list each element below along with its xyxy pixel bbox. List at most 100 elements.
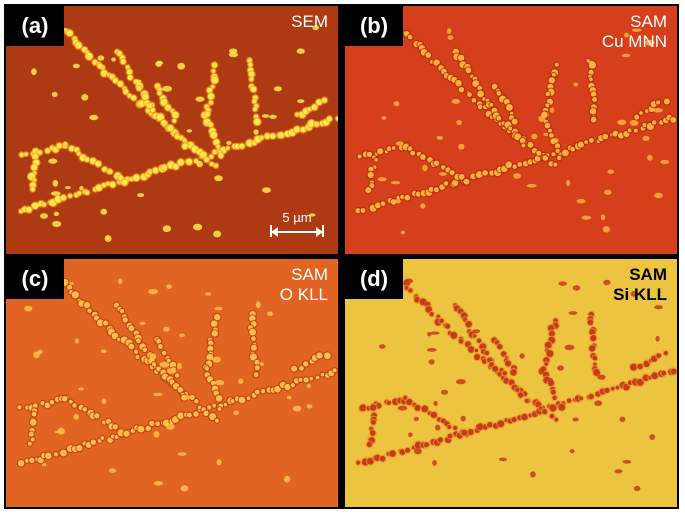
particle [216,459,222,466]
particle [193,411,199,417]
particle [127,74,133,81]
particle [652,120,657,125]
particle [379,455,386,462]
particle [636,378,644,386]
particle [545,91,550,97]
particle [253,118,261,126]
particle [177,412,185,419]
particle [122,317,128,323]
particle [249,77,254,82]
particle [97,63,103,69]
particle [491,83,498,90]
particle [212,356,221,363]
particle [569,449,575,454]
particle [622,460,632,464]
label-line: SAM [291,265,328,284]
particle [177,159,184,166]
particle [450,331,458,339]
particle [255,301,261,309]
particle [558,403,566,411]
particle [136,338,141,344]
particle [332,368,337,373]
particle [645,39,655,46]
particle [60,449,67,457]
particle [584,140,588,144]
particle [521,413,528,421]
particle [64,186,71,190]
particle [148,289,159,295]
particle [223,402,228,407]
particle [588,345,596,352]
particle [602,133,609,140]
particle [207,405,212,410]
particle [429,312,434,317]
particle [558,281,568,286]
particle [642,135,650,141]
particle [632,28,642,32]
particle [447,35,454,40]
particle [502,371,507,376]
particle [390,181,401,185]
particle [542,409,548,415]
particle [278,132,285,139]
particle [600,214,606,221]
particle [395,141,404,146]
particle [32,154,37,159]
particle [661,370,667,376]
particle [19,152,24,157]
particle [72,63,80,69]
panel-tag-c: (c) [6,259,64,299]
particle [458,173,465,180]
particle [249,353,257,361]
particle [157,344,163,349]
particle [335,116,338,121]
particle [551,138,559,144]
particle [592,97,597,102]
particle [238,378,244,384]
particle [588,393,594,400]
particle [437,437,443,443]
particle [548,330,555,337]
particle [390,199,397,205]
particle [180,485,189,492]
particle [604,189,612,195]
particle [100,349,107,353]
particle [573,82,579,87]
particle [226,140,232,145]
particle [185,395,191,400]
particle [164,104,171,111]
particle [274,385,281,393]
particle [40,401,45,406]
particle [187,412,192,418]
particle [31,203,41,208]
particle [572,417,579,422]
particle [150,107,156,113]
particle [355,208,361,214]
particle [68,399,73,404]
particle [213,163,219,168]
particle [538,367,545,375]
particle [410,150,416,156]
particle [590,116,597,123]
particle [551,152,556,157]
particle [123,430,130,437]
particle [452,425,458,431]
particle [614,469,623,474]
si-kll-map [345,259,677,507]
particle [517,162,523,167]
particle [67,284,73,290]
panel-tag-a: (a) [6,6,64,46]
particle [588,60,595,65]
particle [405,447,411,453]
particle [421,405,429,413]
particle [161,350,167,356]
particle [433,160,440,166]
particle [433,187,439,193]
particle [671,368,677,375]
particle [204,157,210,163]
particle [159,361,170,368]
particle [365,187,372,194]
particle [377,148,384,155]
particle [474,348,479,353]
particle [211,76,219,84]
